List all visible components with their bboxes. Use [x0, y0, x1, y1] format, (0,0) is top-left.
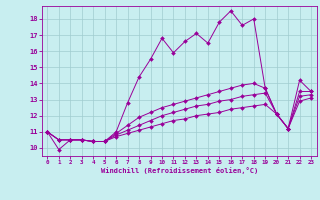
X-axis label: Windchill (Refroidissement éolien,°C): Windchill (Refroidissement éolien,°C) — [100, 167, 258, 174]
